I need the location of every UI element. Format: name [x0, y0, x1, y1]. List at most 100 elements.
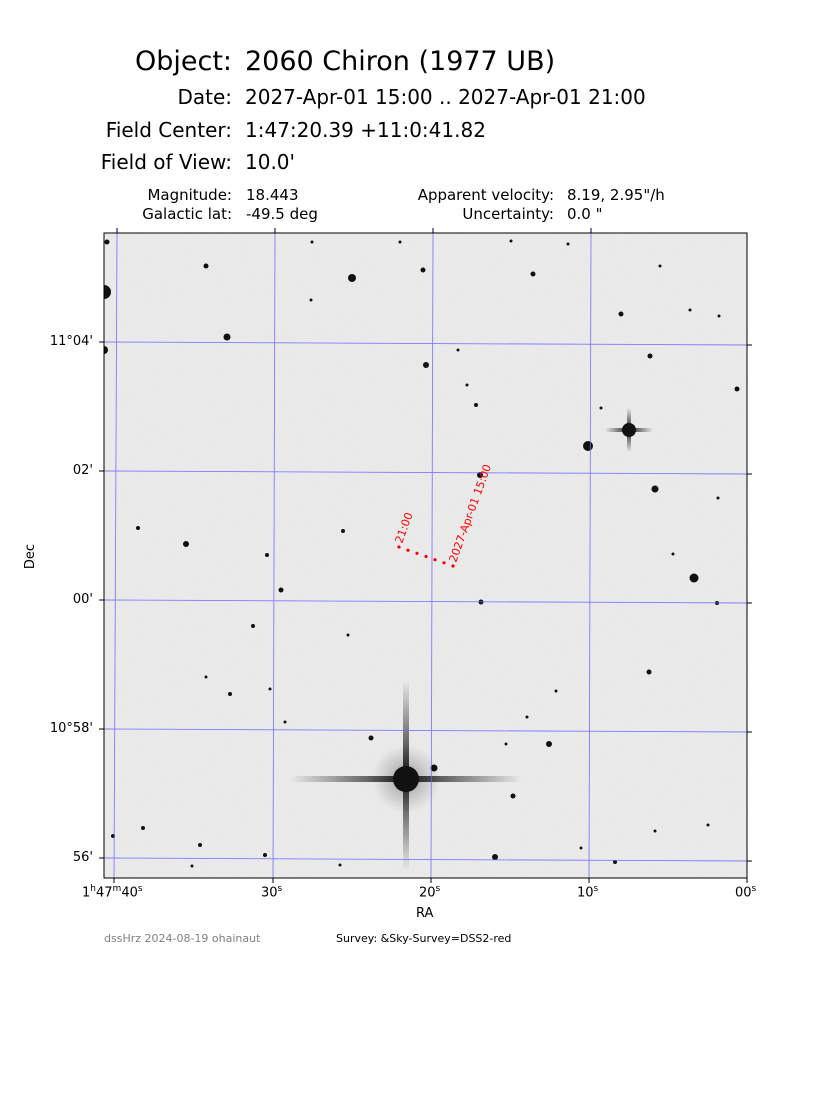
star	[190, 864, 194, 868]
y-tick-label: 00'	[72, 592, 93, 607]
star	[251, 624, 255, 628]
grid-dec-1	[104, 341, 747, 346]
star	[456, 348, 460, 352]
star	[546, 741, 552, 747]
grid-dec-3	[104, 599, 747, 604]
galactic-lat-label: Galactic lat:	[142, 205, 232, 223]
x-axis-label: RA	[416, 906, 434, 921]
star	[734, 386, 740, 392]
star	[716, 496, 720, 500]
star	[653, 829, 657, 833]
object-name: 2060 Chiron (1977 UB)	[245, 46, 556, 77]
object-label: Object:	[134, 46, 232, 77]
star	[618, 311, 624, 317]
track-point	[442, 561, 446, 565]
star	[368, 735, 374, 741]
star	[525, 715, 529, 719]
star	[651, 485, 659, 493]
star	[706, 823, 710, 827]
star	[141, 826, 145, 830]
grid-ra-4	[588, 233, 592, 878]
star	[136, 526, 140, 530]
medium-star	[605, 408, 653, 452]
star	[398, 240, 402, 244]
magnitude-value: 18.443	[246, 186, 299, 204]
star	[688, 308, 692, 312]
track-point	[424, 554, 428, 559]
star	[689, 573, 699, 583]
track-point	[433, 558, 437, 562]
star	[278, 587, 284, 593]
velocity-value: 8.19, 2.95"/h	[567, 186, 665, 204]
field-of-view-value: 10.0'	[245, 150, 296, 174]
grid-dec-4	[104, 728, 747, 733]
star	[346, 633, 350, 637]
star	[504, 742, 508, 746]
track-point	[415, 551, 419, 555]
star	[599, 406, 603, 410]
y-tick-label: 10°58'	[49, 721, 93, 736]
y-axis-label: Dec	[23, 543, 39, 570]
x-tick-label: 20s	[419, 884, 441, 901]
bright-star	[290, 680, 522, 870]
star	[658, 264, 662, 268]
star	[717, 314, 721, 318]
track-point	[406, 548, 410, 552]
star	[265, 553, 269, 557]
date-label: Date:	[177, 85, 232, 109]
star	[613, 860, 617, 864]
date-range: 2027-Apr-01 15:00 .. 2027-Apr-01 21:00	[245, 85, 646, 109]
star	[223, 333, 231, 341]
star	[263, 853, 267, 857]
plot-frame	[103, 232, 748, 879]
field-of-view-label: Field of View:	[100, 150, 232, 174]
grid-dec-2	[104, 470, 747, 475]
star	[579, 846, 583, 850]
star	[268, 687, 272, 691]
star	[348, 274, 356, 282]
star	[183, 541, 189, 547]
grid-ra-3	[430, 233, 434, 878]
star	[554, 689, 558, 693]
object-track	[397, 545, 455, 568]
star	[338, 863, 342, 867]
survey-text: Survey: &Sky-Survey=DSS2-red	[336, 932, 512, 945]
grid-dec-5	[104, 857, 747, 862]
credit-text: dssHrz 2024-08-19 ohainaut	[104, 932, 261, 945]
star	[671, 552, 675, 556]
star	[104, 285, 111, 299]
star	[423, 362, 429, 368]
uncertainty-value: 0.0 "	[567, 205, 603, 223]
star	[198, 843, 202, 847]
grid-ra-2	[272, 233, 276, 878]
star	[283, 720, 287, 724]
star	[647, 353, 653, 359]
star	[530, 271, 536, 277]
star	[228, 692, 232, 696]
grid-ra-1	[113, 233, 118, 878]
star	[204, 675, 208, 679]
star	[492, 854, 498, 860]
star	[420, 267, 426, 273]
velocity-label: Apparent velocity:	[417, 186, 554, 204]
y-tick-label: 02'	[72, 463, 93, 478]
star	[309, 298, 313, 302]
star	[474, 403, 478, 407]
star	[566, 242, 570, 246]
x-tick-label: 1h47m40s	[82, 884, 143, 901]
star	[310, 240, 314, 244]
star	[104, 346, 108, 354]
star	[510, 793, 516, 799]
star	[646, 669, 652, 675]
x-tick-label: 00s	[735, 884, 757, 901]
star	[203, 263, 209, 269]
star	[104, 239, 110, 245]
track-point	[451, 564, 455, 568]
y-tick-label: 56'	[72, 850, 93, 865]
galactic-lat-value: -49.5 deg	[246, 205, 318, 223]
star	[583, 441, 593, 451]
coordinate-grid	[104, 233, 747, 878]
field-center-value: 1:47:20.39 +11:0:41.82	[245, 118, 486, 142]
uncertainty-label: Uncertainty:	[462, 205, 554, 223]
